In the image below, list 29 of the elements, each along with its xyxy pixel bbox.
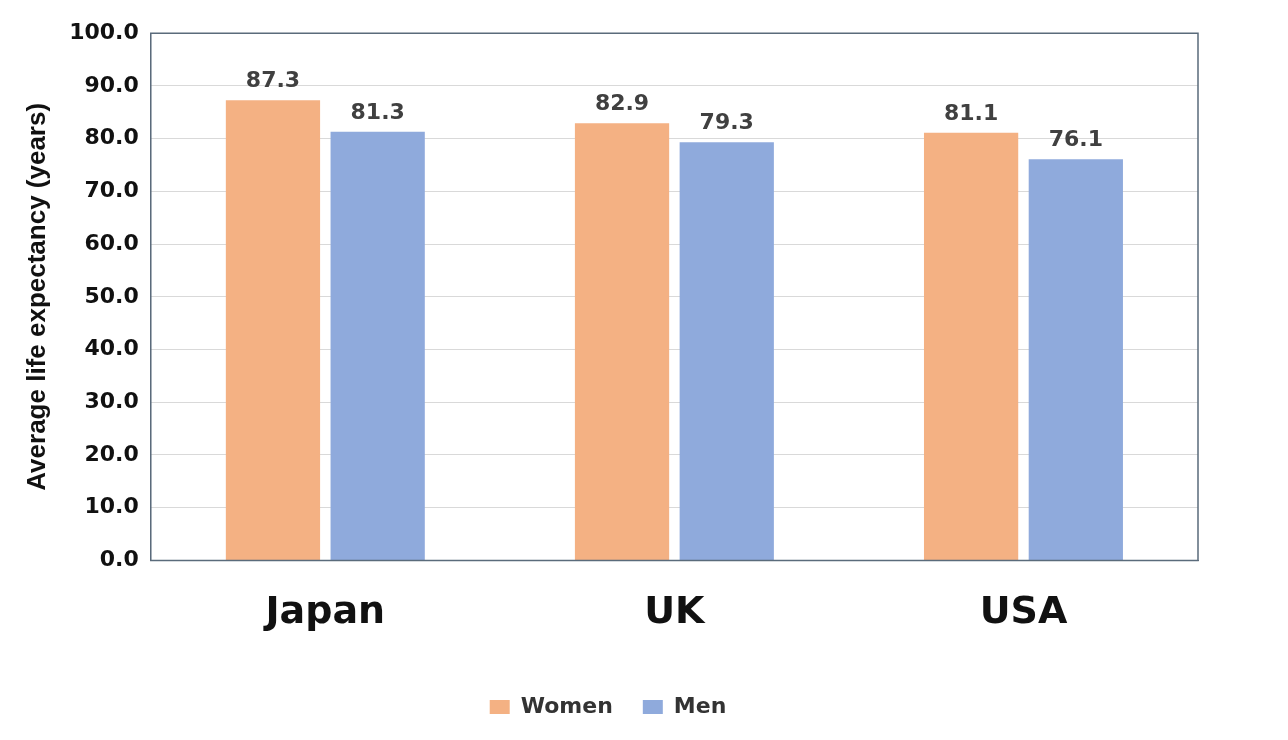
y-tick-label: 90.0 bbox=[84, 71, 139, 97]
x-tick-label: USA bbox=[979, 588, 1068, 633]
y-tick-label: 20.0 bbox=[84, 440, 139, 466]
data-label: 76.1 bbox=[1048, 125, 1103, 151]
y-tick-label: 70.0 bbox=[84, 177, 139, 203]
bar bbox=[923, 132, 1019, 560]
y-tick-label: 50.0 bbox=[84, 282, 139, 308]
x-tick-label: Japan bbox=[262, 588, 386, 633]
y-tick-label: 100.0 bbox=[69, 18, 139, 44]
data-label: 87.3 bbox=[245, 66, 301, 92]
bar bbox=[679, 142, 774, 560]
y-tick-label: 80.0 bbox=[84, 124, 139, 150]
y-axis-title: Average life expectancy (years) bbox=[20, 102, 51, 491]
bar bbox=[574, 123, 670, 560]
bar bbox=[1028, 159, 1123, 560]
data-label: 81.3 bbox=[350, 98, 405, 124]
y-tick-label: 10.0 bbox=[84, 493, 139, 519]
y-tick-label: 40.0 bbox=[84, 335, 139, 361]
y-tick-label: 30.0 bbox=[84, 387, 139, 413]
data-label: 79.3 bbox=[699, 109, 754, 135]
data-label: 82.9 bbox=[594, 90, 650, 116]
y-tick-label: 0.0 bbox=[99, 546, 139, 572]
legend-label: Men bbox=[673, 692, 727, 718]
data-label: 81.1 bbox=[943, 99, 999, 125]
x-tick-label: UK bbox=[644, 588, 707, 633]
y-tick-label: 60.0 bbox=[84, 229, 139, 255]
legend-label: Women bbox=[520, 692, 613, 718]
bar bbox=[225, 100, 321, 560]
bar bbox=[330, 131, 425, 560]
